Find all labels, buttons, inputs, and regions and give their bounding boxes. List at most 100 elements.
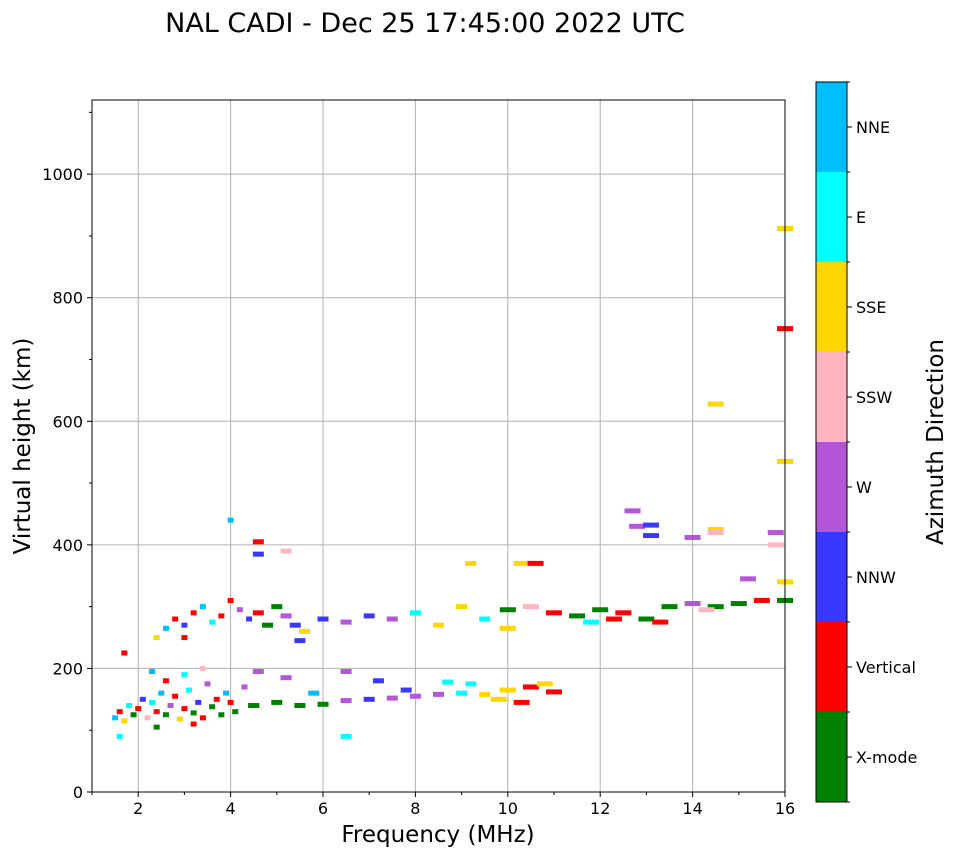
data-point <box>162 712 169 718</box>
data-point <box>199 604 206 610</box>
data-point <box>606 616 623 622</box>
data-point <box>400 687 412 693</box>
data-point <box>340 619 352 625</box>
data-point <box>363 613 375 619</box>
data-point <box>190 721 197 727</box>
x-tick-label: 10 <box>498 799 518 818</box>
data-point <box>363 696 375 702</box>
data-point <box>218 613 225 619</box>
y-tick-label: 0 <box>73 783 83 802</box>
data-point <box>204 681 211 687</box>
data-point <box>372 678 384 684</box>
x-tick-label: 2 <box>133 799 143 818</box>
grid-lines <box>92 100 786 792</box>
data-point <box>767 542 784 548</box>
data-point <box>209 619 216 625</box>
data-point <box>116 733 123 739</box>
data-point <box>176 716 183 722</box>
y-tick-label: 200 <box>52 659 83 678</box>
data-point <box>340 698 352 704</box>
colorbar-segment <box>816 442 847 532</box>
data-point <box>232 709 239 715</box>
data-point <box>442 679 454 685</box>
colorbar-segment <box>816 352 847 442</box>
data-point <box>684 534 701 540</box>
data-point <box>522 604 539 610</box>
colorbar-segment <box>816 532 847 622</box>
data-point <box>707 530 724 535</box>
data-point <box>386 695 398 701</box>
data-point <box>280 548 292 554</box>
data-point <box>149 669 156 675</box>
data-point <box>409 693 421 699</box>
data-point <box>289 622 301 628</box>
data-point <box>181 622 188 628</box>
data-point <box>340 733 352 739</box>
x-tick-label: 14 <box>682 799 702 818</box>
data-point <box>707 526 724 532</box>
colorbar-label: X-mode <box>856 748 917 767</box>
data-point <box>536 681 553 687</box>
data-point <box>753 597 770 603</box>
data-point <box>294 638 306 644</box>
data-point <box>153 709 160 715</box>
data-point <box>112 715 119 721</box>
data-point <box>294 703 306 708</box>
data-point <box>271 604 283 610</box>
data-point <box>409 610 421 616</box>
colorbar-segment <box>816 712 847 802</box>
data-point <box>149 699 156 705</box>
data-point <box>167 703 174 708</box>
data-point <box>125 703 132 708</box>
colorbar-frame <box>815 81 848 803</box>
x-axis-label: Frequency (MHz) <box>341 822 534 848</box>
data-point <box>638 616 655 622</box>
y-axis-label: Virtual height (km) <box>10 338 36 555</box>
data-point <box>195 699 202 705</box>
data-point <box>643 533 660 539</box>
data-point <box>222 690 229 696</box>
data-point <box>181 672 188 678</box>
data-point <box>209 704 216 710</box>
data-point <box>162 625 169 631</box>
colorbar-label: Vertical <box>856 658 916 677</box>
data-point <box>190 710 197 716</box>
data-point <box>186 687 193 693</box>
data-point <box>456 604 468 610</box>
data-point <box>707 604 724 610</box>
data-point <box>684 601 701 607</box>
data-point <box>252 539 264 545</box>
data-point <box>465 681 477 687</box>
data-point <box>181 635 188 641</box>
azimuth-colorbar: X-mode Vertical NNW W SSW SSE E NNE <box>815 81 917 803</box>
data-point <box>153 635 160 641</box>
data-point <box>433 622 444 628</box>
data-point <box>199 665 206 671</box>
data-point <box>299 628 311 634</box>
data-point <box>527 560 544 566</box>
data-point <box>121 650 128 656</box>
data-point <box>499 607 516 613</box>
data-point <box>340 669 352 675</box>
data-point <box>546 689 562 695</box>
data-point <box>308 690 320 696</box>
colorbar-segment <box>816 82 847 172</box>
colorbar-segment <box>816 172 847 262</box>
data-point <box>116 709 123 715</box>
y-axis-ticks: 0 200 400 600 800 1000 <box>42 111 92 802</box>
y-tick-label: 800 <box>52 289 83 308</box>
data-point <box>479 691 491 697</box>
data-point <box>218 712 225 718</box>
data-point <box>479 616 491 622</box>
data-point <box>730 601 747 607</box>
data-point <box>252 669 264 675</box>
y-tick-label: 1000 <box>42 165 83 184</box>
data-point <box>499 687 516 693</box>
data-point <box>386 616 398 622</box>
data-point <box>456 690 468 696</box>
data-point <box>248 703 260 708</box>
colorbar-label: SSW <box>856 388 892 407</box>
data-point <box>317 701 329 707</box>
data-point <box>262 622 274 628</box>
